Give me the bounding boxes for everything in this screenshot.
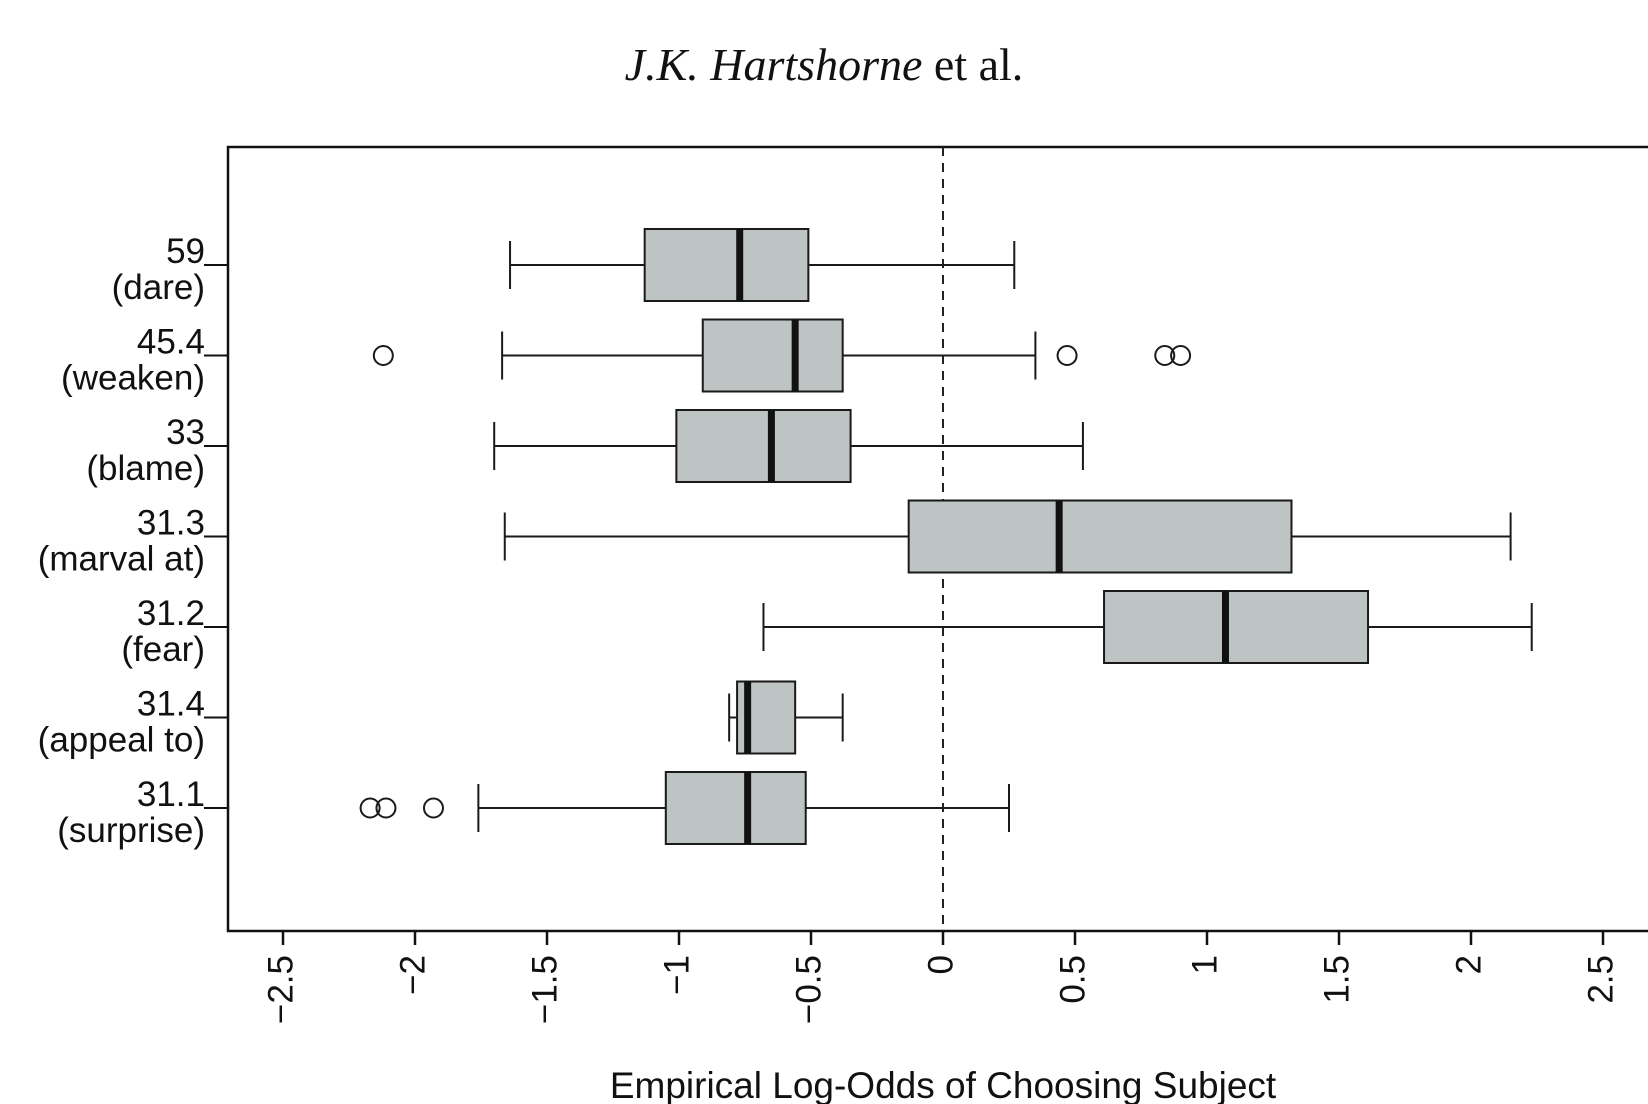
x-tick-label: 1 bbox=[1185, 955, 1224, 974]
box-iqr bbox=[1103, 590, 1370, 664]
x-tick-label: 2.5 bbox=[1581, 955, 1620, 1004]
y-category-sublabel: (weaken) bbox=[61, 359, 205, 398]
outlier-point bbox=[1170, 345, 1192, 366]
x-axis-label: Empirical Log-Odds of Choosing Subject bbox=[610, 1065, 1277, 1104]
box-iqr bbox=[701, 318, 844, 393]
x-tick-label: 0.5 bbox=[1053, 955, 1092, 1004]
x-tick-label: −1 bbox=[657, 955, 696, 995]
x-tick-label: 2 bbox=[1449, 955, 1488, 974]
plot-frame bbox=[226, 145, 1648, 933]
outlier-point bbox=[1056, 345, 1078, 366]
y-category-sublabel: (blame) bbox=[86, 449, 205, 488]
y-category-label: 31.1 bbox=[137, 775, 205, 814]
x-tick-label: 1.5 bbox=[1317, 955, 1356, 1004]
box-iqr bbox=[643, 228, 810, 302]
outlier-point bbox=[375, 797, 397, 819]
outlier-point bbox=[359, 797, 381, 819]
y-category-label: 45.4 bbox=[137, 323, 205, 362]
y-category-label: 31.4 bbox=[137, 685, 205, 724]
header-authors: J.K. Hartshorne bbox=[624, 39, 923, 90]
y-category-sublabel: (fear) bbox=[121, 630, 205, 669]
y-category-label: 31.2 bbox=[137, 594, 205, 633]
y-category-label: 33 bbox=[166, 413, 205, 452]
x-tick-label: −1.5 bbox=[525, 955, 564, 1024]
x-tick-label: 0 bbox=[921, 955, 960, 974]
y-category-label: 59 bbox=[166, 232, 205, 271]
x-tick-label: −2 bbox=[393, 955, 432, 995]
box-iqr bbox=[664, 771, 807, 845]
x-tick-label: −2.5 bbox=[261, 955, 300, 1024]
y-category-sublabel: (dare) bbox=[112, 268, 205, 307]
page-header: J.K. Hartshorne et al. bbox=[0, 38, 1648, 91]
box-iqr bbox=[907, 499, 1293, 574]
outlier-point bbox=[372, 345, 394, 366]
header-etal: et al. bbox=[933, 39, 1024, 90]
y-category-sublabel: (surprise) bbox=[57, 811, 205, 850]
y-category-label: 31.3 bbox=[137, 504, 205, 543]
box-iqr bbox=[675, 409, 852, 483]
y-category-sublabel: (marval at) bbox=[38, 540, 205, 579]
outlier-point bbox=[1154, 345, 1176, 366]
x-tick-label: −0.5 bbox=[789, 955, 828, 1024]
y-category-sublabel: (appeal to) bbox=[38, 721, 205, 760]
outlier-point bbox=[422, 797, 444, 819]
